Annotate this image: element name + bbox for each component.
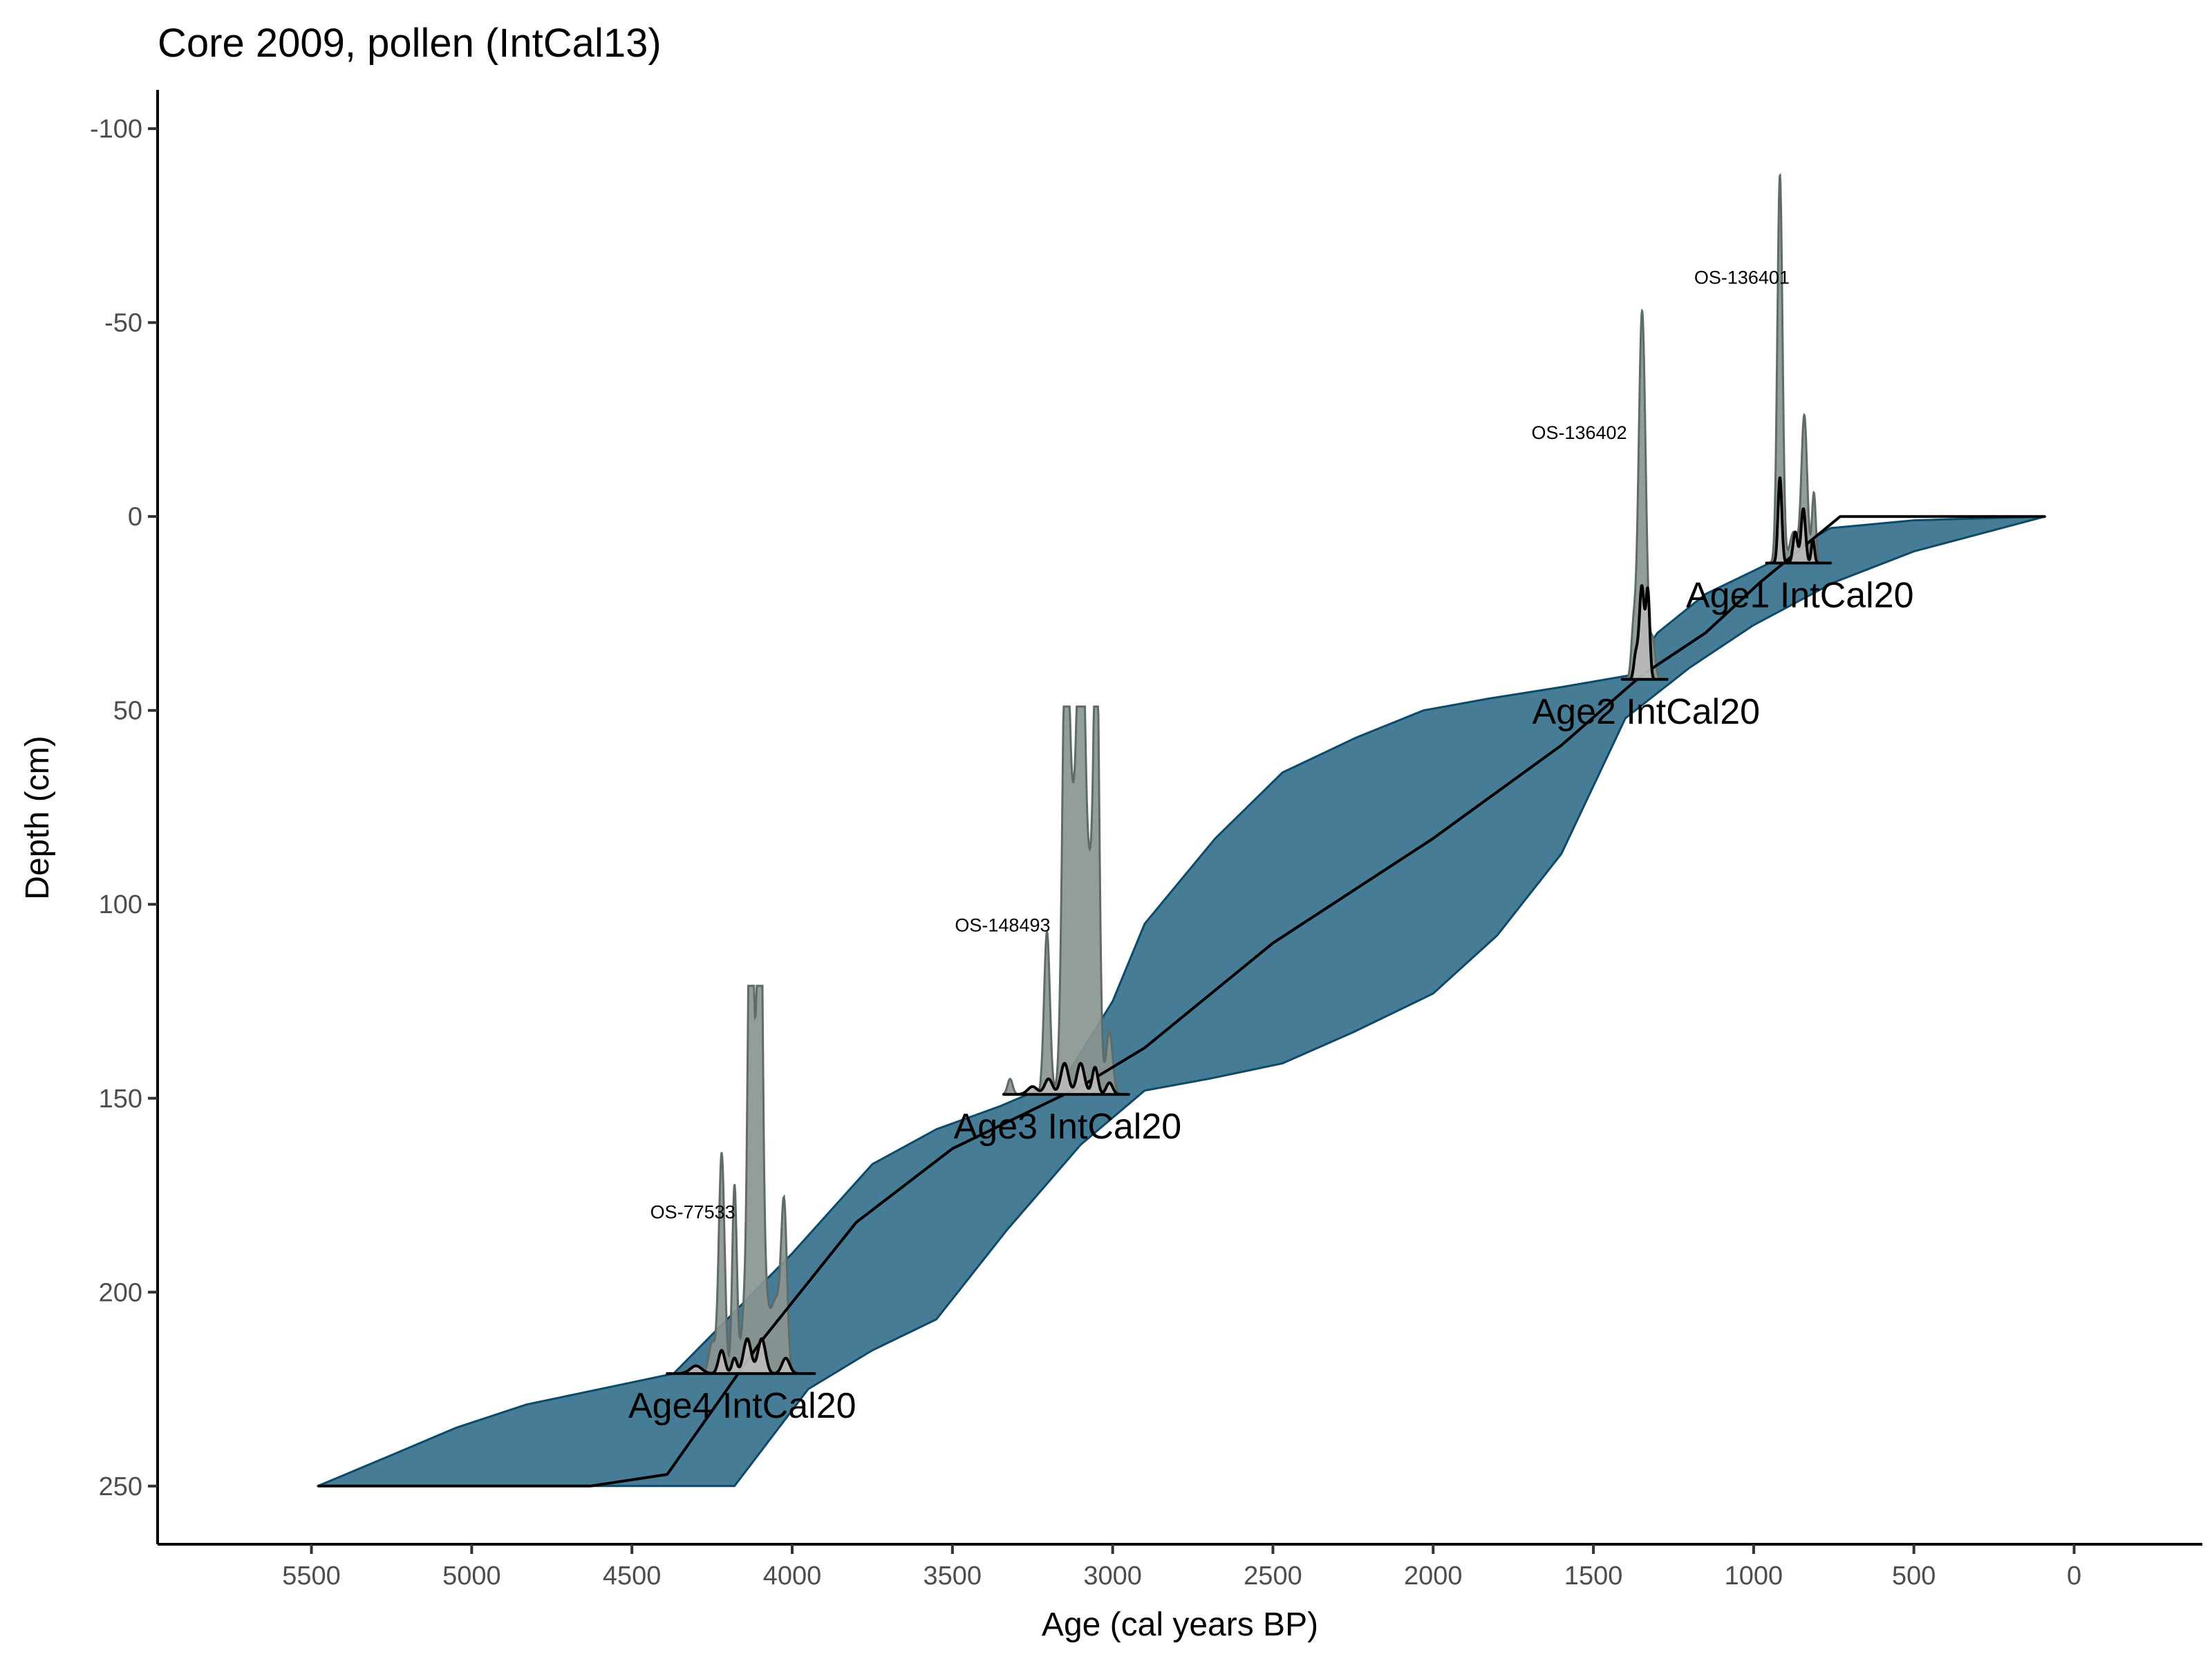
date-2-age-label: Age2 IntCal20: [1533, 692, 1761, 732]
x-tick-label-6: 2500: [1244, 1562, 1302, 1591]
y-tick-label-0: -100: [90, 115, 142, 144]
date-3-prior-density: [1002, 705, 1129, 1096]
date-2-posterior-density: [1620, 584, 1669, 681]
date-3-id-label: OS-148493: [955, 915, 1050, 936]
y-tick-label-3: 50: [113, 697, 142, 726]
x-tick-label-3: 4000: [763, 1562, 822, 1591]
date-posterior-layer: [666, 476, 1833, 1376]
x-tick-label-9: 1000: [1725, 1562, 1783, 1591]
x-tick-label-1: 5000: [442, 1562, 501, 1591]
x-tick-label-2: 4500: [603, 1562, 662, 1591]
uncertainty-band: [317, 515, 2047, 1488]
y-tick-label-5: 150: [99, 1085, 142, 1114]
y-tick-label-2: 0: [128, 503, 142, 532]
date-3-posterior-density: [1002, 1062, 1130, 1096]
y-axis-title: Depth (cm): [19, 735, 56, 899]
x-tick-label-11: 0: [2067, 1562, 2081, 1591]
median-age-line: [317, 515, 2045, 1488]
y-tick-label-6: 200: [99, 1278, 142, 1307]
x-axis-title: Age (cal years BP): [1042, 1606, 1318, 1643]
y-tick-label-7: 250: [99, 1472, 142, 1501]
date-label-layer: OS-136401 Age1 IntCal20 OS-136402 Age2 IntC…: [628, 268, 1914, 1427]
date-1-prior-density: [1766, 172, 1831, 564]
date-3-age-label: Age3 IntCal20: [954, 1107, 1182, 1147]
chart-title: Core 2009, pollen (IntCal13): [158, 21, 662, 66]
x-tick-label-5: 3000: [1083, 1562, 1142, 1591]
date-2-id-label: OS-136402: [1531, 422, 1627, 443]
x-tick-label-10: 500: [1892, 1562, 1936, 1591]
x-tick-label-4: 3500: [924, 1562, 982, 1591]
x-axis-ticks: 5500 5000 4500 4000 3500 3000 2500 2000 1500 1000…: [282, 1544, 2081, 1591]
date-1-age-label: Age1 IntCal20: [1686, 576, 1914, 616]
x-tick-label-8: 1500: [1564, 1562, 1623, 1591]
uncertainty-band-layer: [317, 515, 2047, 1488]
median-line-layer: [317, 515, 2045, 1488]
date-4-posterior-density: [666, 1337, 816, 1376]
x-tick-label-7: 2000: [1404, 1562, 1463, 1591]
y-tick-label-1: -50: [104, 309, 142, 338]
date-4-id-label: OS-77533: [650, 1202, 735, 1223]
y-tick-label-4: 100: [99, 890, 142, 919]
date-1-id-label: OS-136401: [1694, 268, 1790, 288]
date-prior-layer: [667, 172, 1831, 1375]
date-1-posterior-density: [1765, 476, 1833, 565]
x-tick-label-0: 5500: [282, 1562, 341, 1591]
y-axis-ticks: -100 -50 0 50 100 150 200 250: [90, 115, 158, 1501]
date-4-age-label: Age4 IntCal20: [628, 1386, 856, 1426]
